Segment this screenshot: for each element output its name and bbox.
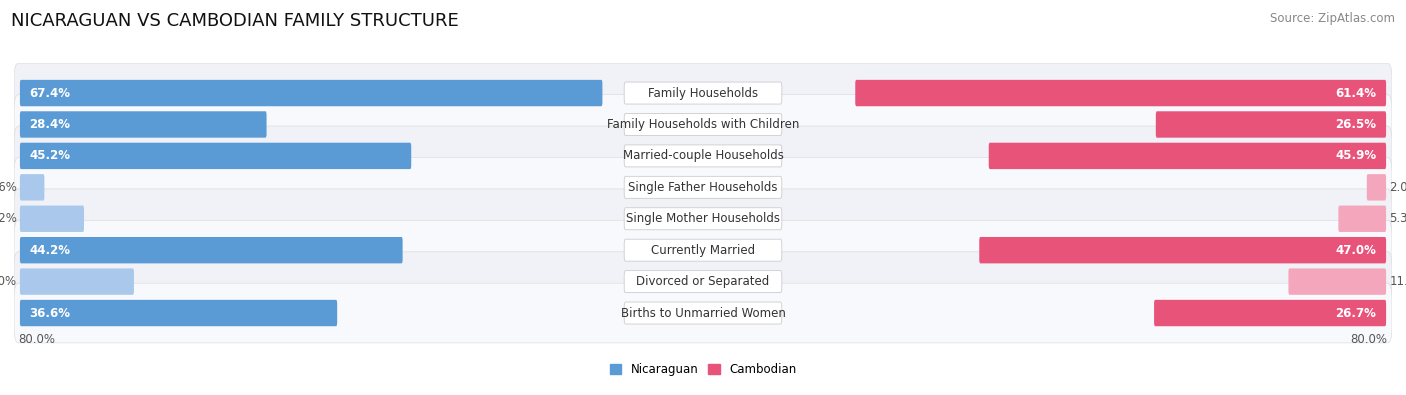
FancyBboxPatch shape	[855, 80, 1386, 106]
Text: 67.4%: 67.4%	[30, 87, 70, 100]
Text: Divorced or Separated: Divorced or Separated	[637, 275, 769, 288]
Text: 47.0%: 47.0%	[1336, 244, 1376, 257]
Text: 13.0%: 13.0%	[0, 275, 17, 288]
FancyBboxPatch shape	[624, 113, 782, 135]
Text: 2.0%: 2.0%	[1389, 181, 1406, 194]
Text: 61.4%: 61.4%	[1336, 87, 1376, 100]
Text: 26.7%: 26.7%	[1336, 307, 1376, 320]
FancyBboxPatch shape	[14, 252, 1392, 312]
FancyBboxPatch shape	[14, 220, 1392, 280]
FancyBboxPatch shape	[988, 143, 1386, 169]
FancyBboxPatch shape	[979, 237, 1386, 263]
Text: Source: ZipAtlas.com: Source: ZipAtlas.com	[1270, 12, 1395, 25]
FancyBboxPatch shape	[624, 239, 782, 261]
FancyBboxPatch shape	[624, 176, 782, 198]
Text: 45.9%: 45.9%	[1336, 149, 1376, 162]
Text: 5.3%: 5.3%	[1389, 212, 1406, 225]
FancyBboxPatch shape	[14, 158, 1392, 217]
FancyBboxPatch shape	[20, 80, 602, 106]
FancyBboxPatch shape	[20, 174, 45, 201]
Text: 7.2%: 7.2%	[0, 212, 17, 225]
FancyBboxPatch shape	[20, 205, 84, 232]
FancyBboxPatch shape	[20, 300, 337, 326]
FancyBboxPatch shape	[624, 271, 782, 293]
Text: 80.0%: 80.0%	[18, 333, 55, 346]
Text: Family Households with Children: Family Households with Children	[607, 118, 799, 131]
Text: 44.2%: 44.2%	[30, 244, 70, 257]
Text: Currently Married: Currently Married	[651, 244, 755, 257]
FancyBboxPatch shape	[1156, 111, 1386, 138]
FancyBboxPatch shape	[14, 63, 1392, 123]
Text: 36.6%: 36.6%	[30, 307, 70, 320]
FancyBboxPatch shape	[14, 283, 1392, 343]
FancyBboxPatch shape	[624, 208, 782, 230]
Text: 11.1%: 11.1%	[1389, 275, 1406, 288]
FancyBboxPatch shape	[624, 82, 782, 104]
FancyBboxPatch shape	[14, 126, 1392, 186]
Text: 28.4%: 28.4%	[30, 118, 70, 131]
Text: 2.6%: 2.6%	[0, 181, 17, 194]
FancyBboxPatch shape	[1288, 269, 1386, 295]
FancyBboxPatch shape	[14, 189, 1392, 248]
FancyBboxPatch shape	[20, 237, 402, 263]
Text: NICARAGUAN VS CAMBODIAN FAMILY STRUCTURE: NICARAGUAN VS CAMBODIAN FAMILY STRUCTURE	[11, 12, 458, 30]
Text: 45.2%: 45.2%	[30, 149, 70, 162]
Legend: Nicaraguan, Cambodian: Nicaraguan, Cambodian	[610, 363, 796, 376]
Text: 26.5%: 26.5%	[1336, 118, 1376, 131]
FancyBboxPatch shape	[14, 95, 1392, 154]
FancyBboxPatch shape	[1154, 300, 1386, 326]
FancyBboxPatch shape	[20, 143, 411, 169]
FancyBboxPatch shape	[20, 269, 134, 295]
Text: Family Households: Family Households	[648, 87, 758, 100]
FancyBboxPatch shape	[1367, 174, 1386, 201]
Text: Births to Unmarried Women: Births to Unmarried Women	[620, 307, 786, 320]
FancyBboxPatch shape	[624, 302, 782, 324]
FancyBboxPatch shape	[624, 145, 782, 167]
FancyBboxPatch shape	[1339, 205, 1386, 232]
Text: 80.0%: 80.0%	[1351, 333, 1388, 346]
Text: Single Father Households: Single Father Households	[628, 181, 778, 194]
Text: Married-couple Households: Married-couple Households	[623, 149, 783, 162]
FancyBboxPatch shape	[20, 111, 267, 138]
Text: Single Mother Households: Single Mother Households	[626, 212, 780, 225]
